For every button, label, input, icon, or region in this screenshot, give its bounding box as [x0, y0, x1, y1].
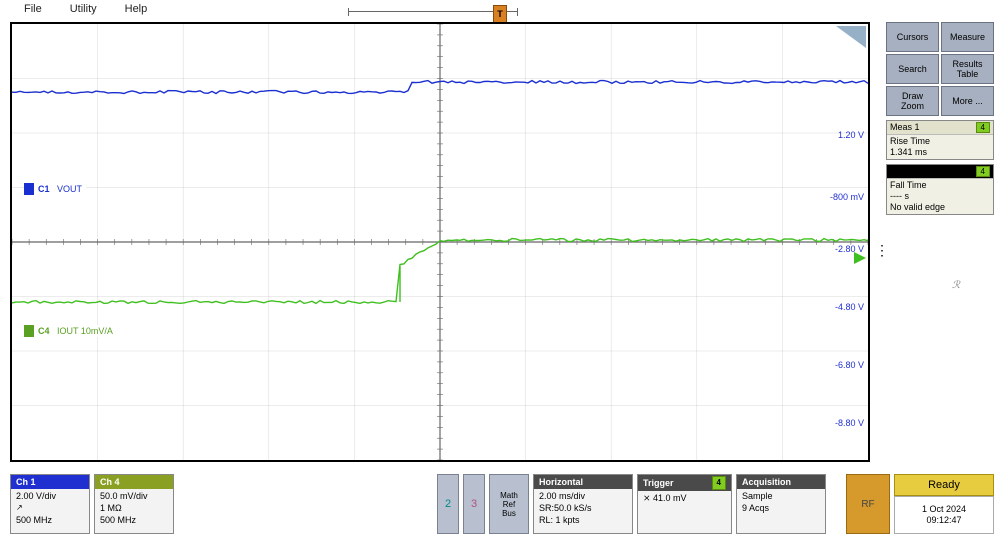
meas1-channel-chip: 4 [976, 122, 990, 133]
ch4-header: Ch 4 [95, 475, 173, 489]
meas1-title: Meas 1 [890, 122, 920, 133]
channel-c4-name: IOUT 10mV/A [57, 326, 113, 336]
meas2-value: ---- s [890, 191, 990, 202]
meas2-status: No valid edge [890, 202, 990, 213]
panel-expand-handle[interactable]: ⋮ [875, 242, 887, 259]
ch1-panel[interactable]: Ch 1 2.00 V/div ↗ 500 MHz [10, 474, 90, 534]
measurement-2-box[interactable]: 4 Fall Time ---- s No valid edge [886, 164, 994, 215]
date-label: 1 Oct 2024 [922, 504, 966, 515]
timestamp-box: 1 Oct 2024 09:12:47 [894, 496, 994, 534]
acquisition-header: Acquisition [737, 475, 825, 489]
measurement-1-box[interactable]: Meas 1 4 Rise Time 1.341 ms [886, 120, 994, 160]
horizontal-header: Horizontal [534, 475, 632, 489]
y-label-3: -2.80 V [835, 244, 864, 254]
trigger-channel-chip: 4 [712, 476, 726, 490]
ch1-scale: 2.00 V/div [16, 490, 84, 502]
ch1-bandwidth: 500 MHz [16, 514, 84, 526]
acq-mode: Sample [742, 490, 820, 502]
meas2-type: Fall Time [890, 180, 990, 191]
menu-help[interactable]: Help [111, 2, 162, 20]
horizontal-panel[interactable]: Horizontal 2.00 ms/div SR:50.0 kS/s RL: … [533, 474, 633, 534]
signature-mark: ℛ [952, 280, 960, 291]
draw-zoom-button[interactable]: Draw Zoom [886, 86, 939, 116]
horiz-recordlen: RL: 1 kpts [539, 514, 627, 526]
ready-status[interactable]: Ready [894, 474, 994, 496]
horiz-timebase: 2.00 ms/div [539, 490, 627, 502]
y-label-4: -4.80 V [835, 302, 864, 312]
trigger-panel[interactable]: Trigger 4 ⨯ 41.0 mV [637, 474, 732, 534]
ch4-scale: 50.0 mV/div [100, 490, 168, 502]
menu-file[interactable]: File [10, 2, 56, 20]
meas1-value: 1.341 ms [890, 147, 990, 158]
ch4-impedance: 1 MΩ [100, 502, 168, 514]
results-table-button[interactable]: Results Table [941, 54, 994, 84]
y-label-5: -6.80 V [835, 360, 864, 370]
status-box: Ready 1 Oct 2024 09:12:47 [894, 474, 994, 534]
acquisition-panel[interactable]: Acquisition Sample 9 Acqs [736, 474, 826, 534]
trigger-position-marker[interactable]: T [493, 5, 507, 23]
cursors-button[interactable]: Cursors [886, 22, 939, 52]
right-panel: Cursors Measure Search Results Table Dra… [886, 22, 994, 215]
scope-canvas [12, 24, 868, 460]
channel-c1-label[interactable]: C1 VOUT [24, 183, 86, 195]
oscilloscope-display[interactable]: C1 VOUT C4 IOUT 10mV/A 1.20 V -800 mV -2… [10, 22, 870, 462]
math-ref-bus-button[interactable]: Math Ref Bus [489, 474, 529, 534]
meas1-type: Rise Time [890, 136, 990, 147]
channel-3-button[interactable]: 3 [463, 474, 485, 534]
channel-c1-tag: C1 [38, 184, 50, 194]
tool-button-grid: Cursors Measure Search Results Table Dra… [886, 22, 994, 116]
more-button[interactable]: More ... [941, 86, 994, 116]
channel-c4-tag: C4 [38, 326, 50, 336]
channel-c1-name: VOUT [57, 184, 82, 194]
ch1-header: Ch 1 [11, 475, 89, 489]
acq-count: 9 Acqs [742, 502, 820, 514]
channel-c4-label[interactable]: C4 IOUT 10mV/A [24, 325, 117, 337]
measure-button[interactable]: Measure [941, 22, 994, 52]
y-label-6: -8.80 V [835, 418, 864, 428]
rf-button[interactable]: RF [846, 474, 890, 534]
y-label-2: -800 mV [830, 192, 864, 202]
bottom-bar: Ch 1 2.00 V/div ↗ 500 MHz Ch 4 50.0 mV/d… [10, 474, 994, 534]
search-button[interactable]: Search [886, 54, 939, 84]
trigger-header: Trigger [643, 477, 674, 489]
ch4-panel[interactable]: Ch 4 50.0 mV/div 1 MΩ 500 MHz [94, 474, 174, 534]
horiz-samplerate: SR:50.0 kS/s [539, 502, 627, 514]
trigger-level: ⨯ 41.0 mV [643, 492, 726, 504]
time-label: 09:12:47 [926, 515, 961, 526]
menu-utility[interactable]: Utility [56, 2, 111, 20]
y-label-1: 1.20 V [838, 130, 864, 140]
ch4-bandwidth: 500 MHz [100, 514, 168, 526]
channel-2-button[interactable]: 2 [437, 474, 459, 534]
meas2-channel-chip: 4 [976, 166, 990, 177]
